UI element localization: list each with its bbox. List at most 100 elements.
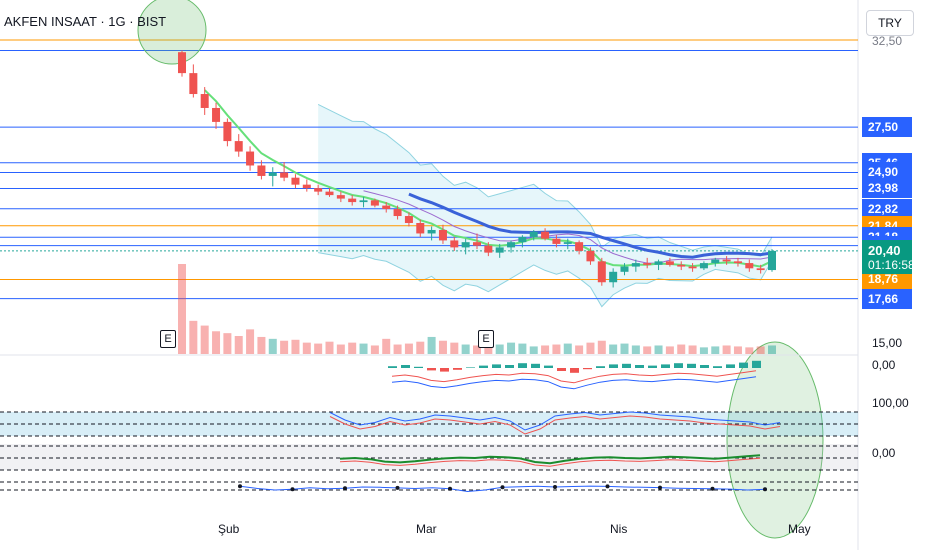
macd-histogram-bar <box>466 367 475 368</box>
chart-title: AKFEN INSAAT · 1G · BIST <box>4 14 167 29</box>
volume-bar <box>438 340 447 354</box>
last-price: 20,40 <box>868 243 901 258</box>
candle-body <box>597 261 606 283</box>
volume-bar <box>268 338 277 354</box>
volume-bar <box>212 331 221 354</box>
candle-body <box>416 223 425 234</box>
pane4-dot <box>500 485 505 490</box>
macd-histogram-bar <box>544 365 553 368</box>
macd-histogram-bar <box>622 363 631 368</box>
axis-label-macd-zero: 0,00 <box>872 358 896 372</box>
pane4-dot <box>238 484 242 489</box>
candle-body <box>586 250 595 262</box>
macd-signal-line <box>391 370 757 384</box>
candle-body <box>393 209 402 217</box>
macd-histogram-bar <box>583 368 592 370</box>
volume-bar <box>711 346 720 354</box>
volume-bar <box>756 346 765 354</box>
earnings-marker[interactable]: E <box>160 330 176 348</box>
macd-histogram-bar <box>596 366 605 368</box>
bollinger-fill <box>318 104 772 307</box>
macd-histogram-bar <box>700 365 709 368</box>
candle-body <box>552 238 561 244</box>
macd-histogram-bar <box>713 366 722 368</box>
highlight-circle <box>137 0 207 65</box>
earnings-marker[interactable]: E <box>478 330 494 348</box>
macd-histogram-bar <box>661 364 670 368</box>
candle-body <box>733 261 742 264</box>
price-level-badge: 18,76 <box>862 269 912 290</box>
candle-body <box>336 195 345 199</box>
volume-bar <box>552 344 561 354</box>
volume-bar <box>200 325 209 354</box>
volume-bar <box>348 342 357 354</box>
candle-body <box>280 172 289 178</box>
macd-histogram-bar <box>518 363 527 368</box>
volume-bar <box>382 338 391 354</box>
candle-body <box>302 184 311 189</box>
candle-body <box>745 263 754 269</box>
candle-body <box>541 231 550 239</box>
candle-body <box>200 94 209 108</box>
osc-band <box>0 444 858 470</box>
macd-histogram-bar <box>752 360 761 368</box>
candle-body <box>404 216 413 223</box>
candle-body <box>654 261 663 265</box>
macd-histogram-bar <box>635 365 644 368</box>
candle-body <box>348 198 357 203</box>
volume-bar <box>484 343 493 354</box>
macd-histogram-bar <box>609 364 618 368</box>
volume-bar <box>495 344 504 354</box>
candle-body <box>699 263 708 269</box>
price-level-badge: 27,50 <box>862 117 912 138</box>
volume-bar <box>393 344 402 354</box>
macd-histogram-bar <box>479 365 488 368</box>
bollinger-upper <box>317 104 773 257</box>
candle-body <box>450 240 459 248</box>
volume-bar <box>291 339 300 354</box>
volume-bar <box>189 320 198 354</box>
volume-bar <box>473 345 481 354</box>
macd-line <box>391 376 757 390</box>
candle-body <box>518 236 527 243</box>
last-price-badge: 20,40 01:16:58 <box>862 240 915 274</box>
candle-body <box>768 250 776 271</box>
candle-body <box>756 268 765 271</box>
currency-button[interactable]: TRY <box>866 10 914 36</box>
volume-bar <box>404 343 413 354</box>
bollinger-lower <box>318 252 773 308</box>
pane4-dot <box>605 484 610 489</box>
macd-histogram-bar <box>557 368 566 371</box>
candle-body <box>495 247 504 253</box>
volume-bar <box>359 343 368 354</box>
pane4-dot <box>448 486 452 491</box>
volume-bar <box>450 342 459 354</box>
candle-body <box>473 242 481 246</box>
x-tick-label: May <box>788 522 811 536</box>
volume-bar <box>518 343 527 354</box>
volume-bar <box>733 346 742 354</box>
rsi-signal-line <box>329 415 781 435</box>
x-tick-label: Şub <box>218 522 240 536</box>
volume-bar <box>665 346 674 354</box>
candle-body <box>382 205 391 210</box>
x-tick-label: Mar <box>416 522 437 536</box>
volume-bar <box>246 329 255 354</box>
volume-bar <box>745 347 754 354</box>
pane4-dot <box>343 486 347 491</box>
axis-label-floor: 15,00 <box>872 336 903 350</box>
volume-bar <box>507 342 516 354</box>
axis-label-rsi-top: 100,00 <box>872 396 909 410</box>
volume-bar <box>586 342 595 354</box>
macd-histogram-bar <box>648 365 657 368</box>
price-level-badge: 24,90 <box>862 162 912 183</box>
candle-body <box>178 52 186 74</box>
volume-bar <box>280 340 289 354</box>
candle-body <box>223 121 232 142</box>
macd-histogram-bar <box>687 363 696 368</box>
pane4-dot <box>290 487 295 492</box>
volume-bar <box>325 341 334 354</box>
candle-body <box>507 242 516 248</box>
volume-bar <box>643 346 652 354</box>
